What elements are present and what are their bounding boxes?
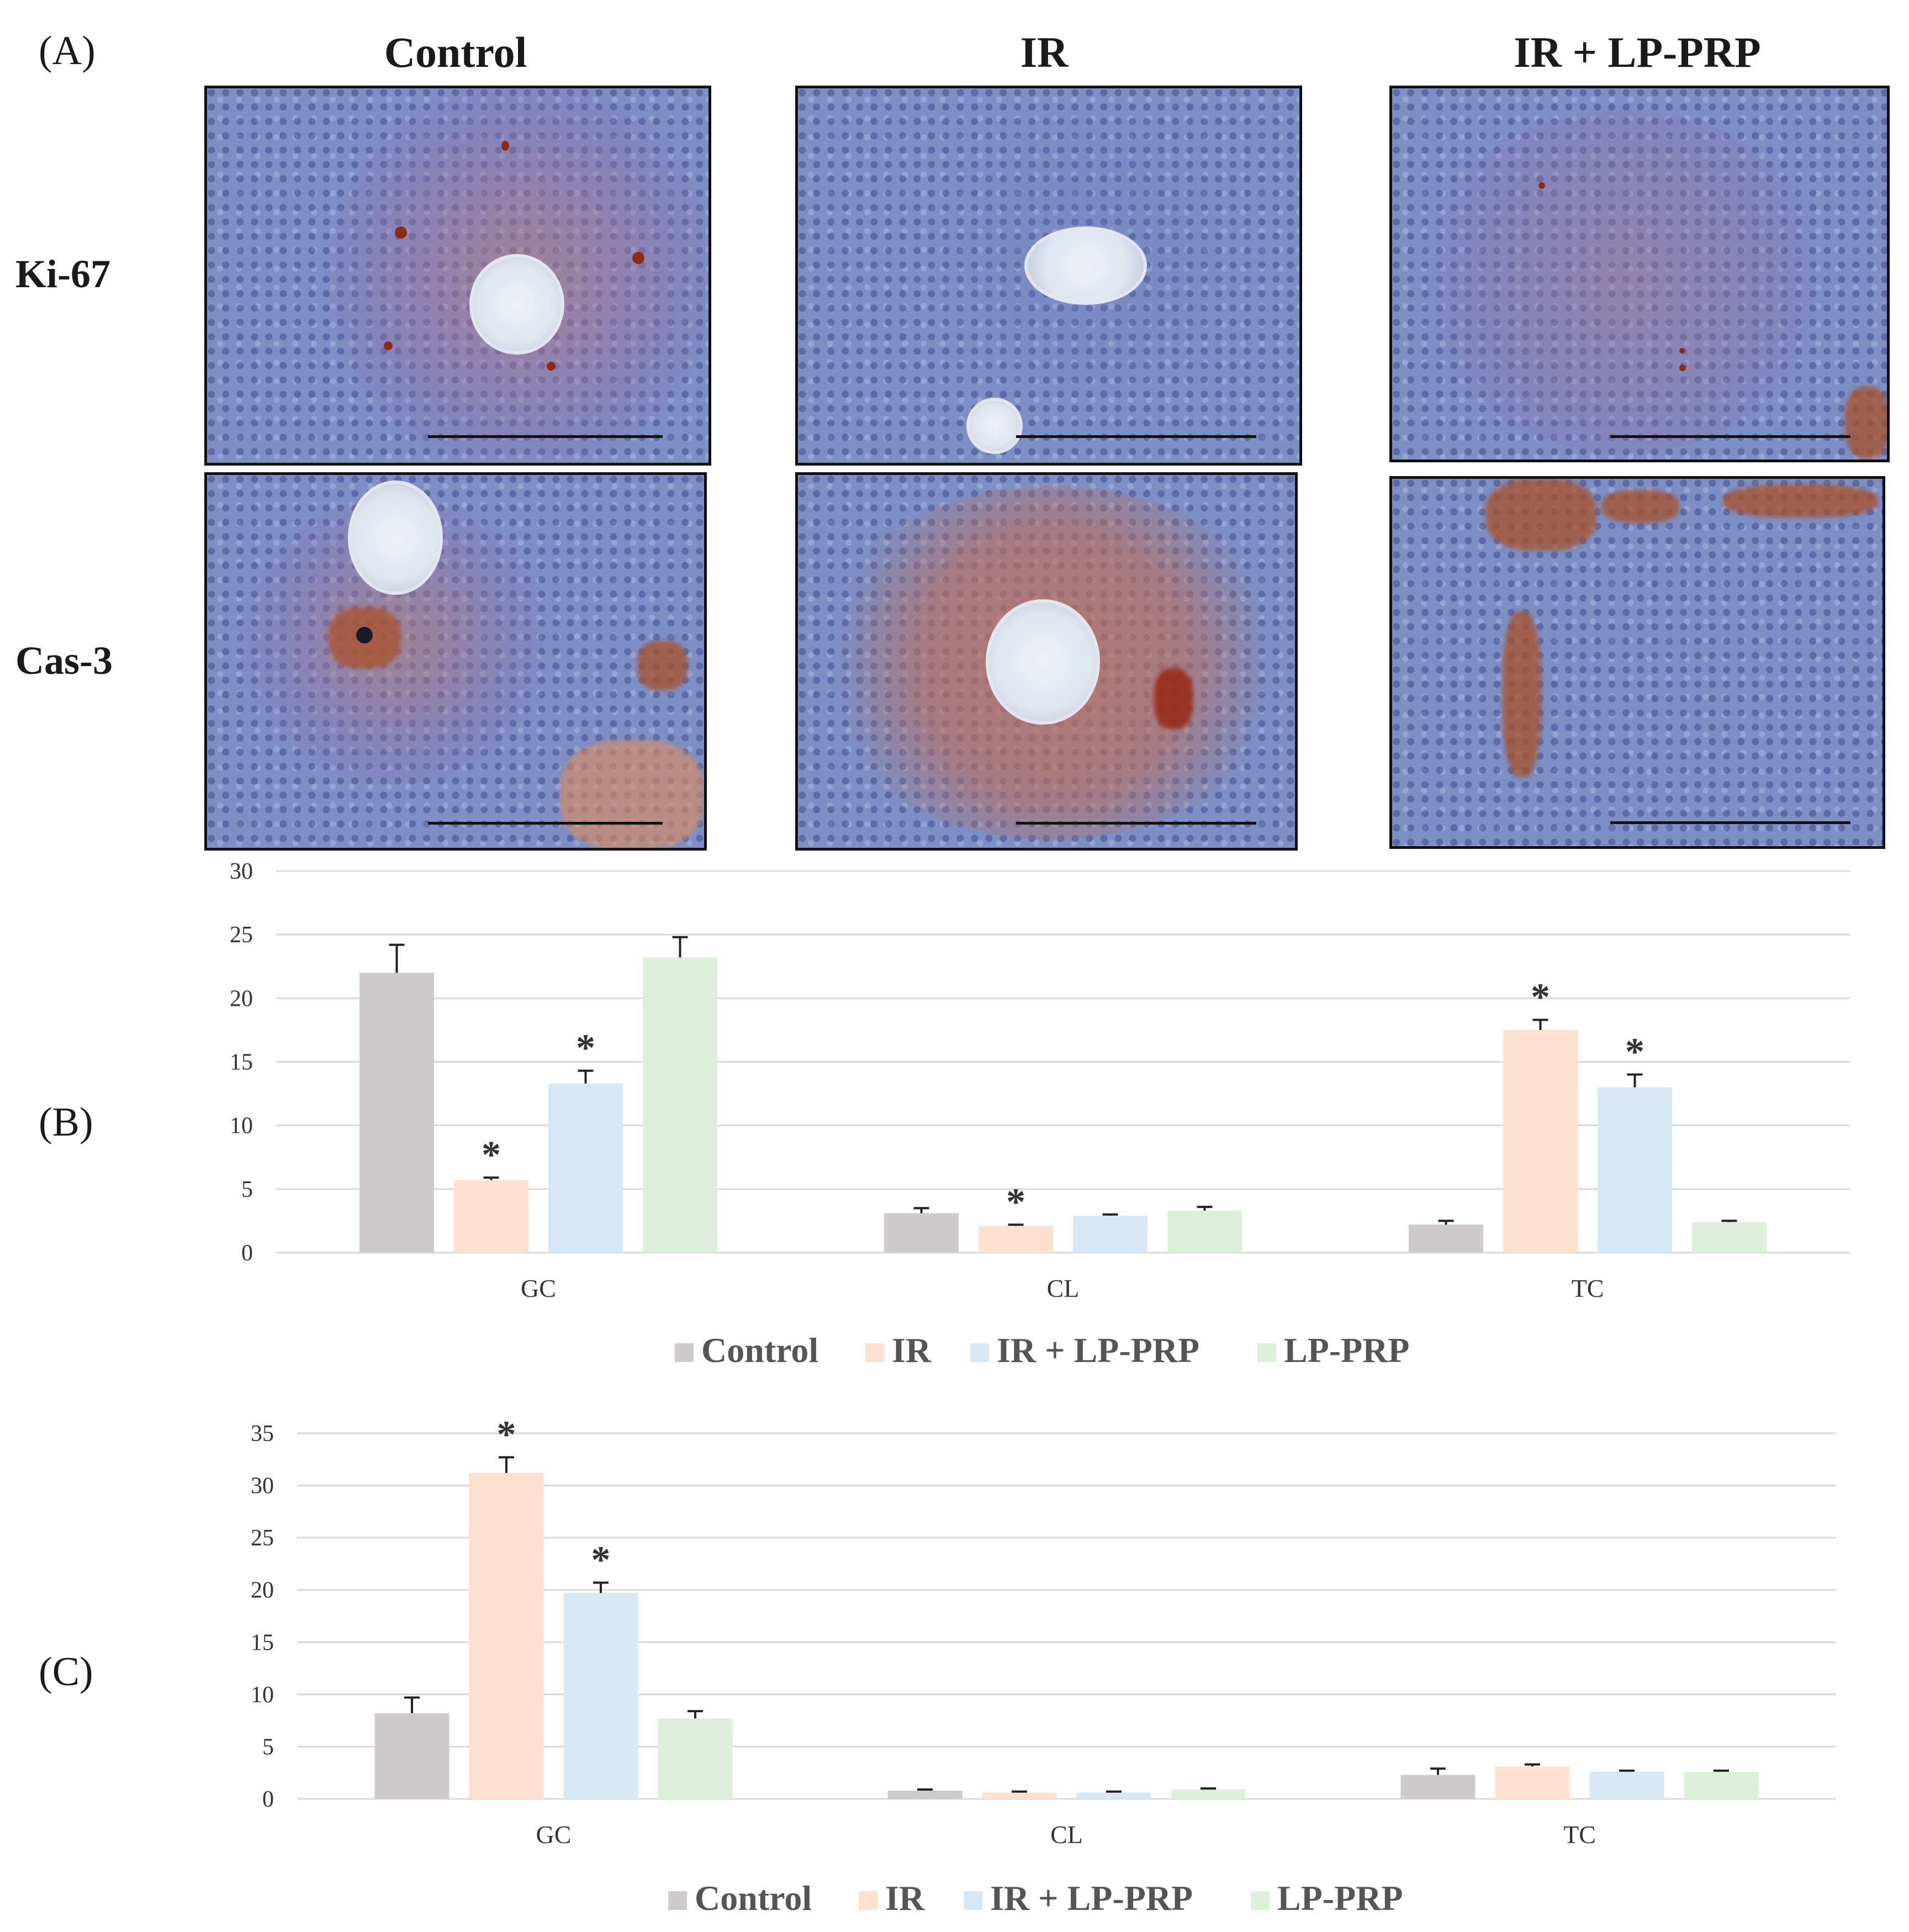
x-tick-label: CL <box>1050 1820 1083 1849</box>
legend-swatch <box>865 1343 884 1362</box>
bar <box>643 957 717 1253</box>
legend-label: IR <box>892 1331 932 1370</box>
significance-marker: * <box>1625 1031 1644 1074</box>
bar <box>1692 1222 1767 1253</box>
bar <box>658 1718 733 1799</box>
legend-swatch <box>668 1891 687 1910</box>
bar <box>1073 1216 1147 1253</box>
y-tick-label: 25 <box>230 922 253 948</box>
x-tick-label: TC <box>1572 1274 1604 1302</box>
y-tick-label: 30 <box>230 859 253 884</box>
y-tick-label: 20 <box>251 1578 274 1603</box>
row-header-cas3: Cas-3 <box>15 638 113 683</box>
panel-label-c: (C) <box>39 1649 93 1695</box>
micrograph-ki67-ir-lp-prp <box>1389 86 1890 462</box>
chart-c: 0 5 10 15 20 25 30 35 * * GC CL TC Control IR IR + LP-P… <box>251 1414 1836 1918</box>
bar <box>884 1213 959 1253</box>
legend-swatch <box>1251 1891 1270 1910</box>
micrograph-cas3-control <box>204 472 707 851</box>
significance-marker: * <box>497 1414 516 1456</box>
bar <box>1400 1775 1476 1799</box>
bar <box>374 1713 450 1799</box>
y-tick-label: 0 <box>241 1241 253 1266</box>
micrograph-cas3-ir <box>795 472 1298 851</box>
legend-label: IR + LP-PRP <box>997 1331 1199 1370</box>
bar <box>887 1790 963 1799</box>
bar <box>1167 1210 1242 1253</box>
y-tick-label: 0 <box>262 1787 274 1812</box>
column-header-control: Control <box>384 28 527 76</box>
bar <box>1684 1771 1759 1799</box>
bar <box>1495 1766 1570 1799</box>
column-header-ir-lp-prp: IR + LP-PRP <box>1514 28 1761 76</box>
bar <box>1171 1789 1246 1799</box>
bar <box>1503 1030 1578 1253</box>
significance-marker: * <box>591 1539 611 1581</box>
legend-label: LP-PRP <box>1284 1331 1410 1370</box>
legend-label: LP-PRP <box>1277 1878 1403 1918</box>
y-tick-label: 5 <box>262 1734 274 1760</box>
significance-marker: * <box>482 1134 501 1176</box>
legend-label: Control <box>701 1331 818 1370</box>
legend-swatch <box>675 1343 694 1362</box>
x-tick-label: GC <box>536 1820 572 1849</box>
bar <box>982 1792 1057 1799</box>
micrograph-ki67-control <box>204 86 711 466</box>
chart-b: 0 5 10 15 20 25 30 * * GC * CL * * TC Control IR IR + LP-… <box>230 859 1850 1370</box>
row-header-ki67: Ki-67 <box>15 252 110 296</box>
column-header-ir: IR <box>1020 28 1069 76</box>
legend-swatch <box>1257 1343 1276 1362</box>
panel-label-a: (A) <box>39 28 96 73</box>
bar <box>563 1593 638 1799</box>
significance-marker: * <box>1006 1181 1025 1223</box>
bar <box>1409 1224 1483 1253</box>
x-tick-label: CL <box>1047 1274 1080 1302</box>
micrograph-ki67-ir <box>795 86 1302 466</box>
bar <box>1598 1087 1672 1253</box>
y-tick-label: 25 <box>251 1525 274 1551</box>
y-tick-label: 30 <box>251 1474 274 1499</box>
bar <box>469 1472 544 1799</box>
bar <box>979 1226 1053 1253</box>
y-tick-label: 10 <box>230 1113 253 1139</box>
bar <box>1589 1771 1664 1799</box>
legend-label: IR <box>885 1878 925 1918</box>
y-tick-label: 20 <box>230 986 253 1011</box>
y-tick-label: 35 <box>251 1421 274 1447</box>
bar <box>1076 1792 1151 1799</box>
bar <box>359 973 434 1253</box>
micrograph-cas3-ir-lp-prp <box>1389 476 1885 849</box>
y-tick-label: 15 <box>230 1050 253 1075</box>
y-tick-label: 5 <box>241 1177 253 1202</box>
y-tick-label: 15 <box>251 1630 274 1655</box>
legend-swatch <box>964 1891 982 1910</box>
legend-label: IR + LP-PRP <box>990 1878 1193 1918</box>
legend-label: Control <box>695 1878 812 1918</box>
bar <box>548 1083 623 1253</box>
legend-swatch <box>970 1343 989 1362</box>
panel-label-b: (B) <box>39 1100 93 1145</box>
significance-marker: * <box>1531 976 1550 1018</box>
legend-swatch <box>859 1891 877 1910</box>
bar <box>454 1180 528 1253</box>
x-tick-label: GC <box>521 1274 556 1302</box>
y-tick-label: 10 <box>251 1682 274 1708</box>
x-tick-label: TC <box>1563 1820 1596 1849</box>
significance-marker: * <box>576 1027 595 1070</box>
